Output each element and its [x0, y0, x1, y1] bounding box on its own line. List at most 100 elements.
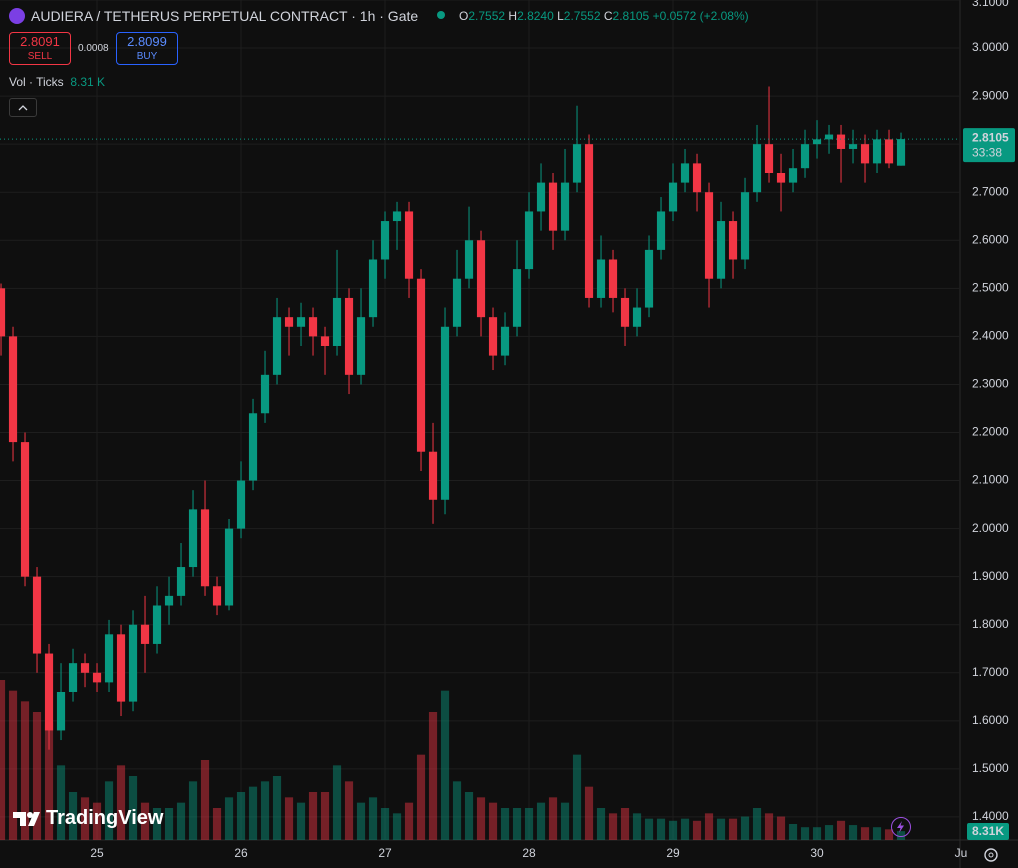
volume-bar — [212, 808, 222, 840]
candle-body — [776, 172, 786, 183]
candle-body — [200, 509, 210, 587]
candle-body — [536, 182, 546, 212]
gear-icon — [984, 848, 998, 862]
volume-bar — [788, 824, 798, 840]
volume-bar — [332, 765, 342, 840]
volume-bar — [152, 808, 162, 840]
volume-legend: Vol · Ticks 8.31 K — [9, 75, 105, 89]
tv-glyph — [13, 811, 40, 826]
volume-bar — [80, 797, 90, 840]
candle-body — [320, 336, 330, 346]
volume-bar — [356, 802, 366, 840]
candle-body — [356, 317, 366, 375]
y-tick-label: 2.1000 — [972, 473, 1009, 487]
buy-button[interactable]: 2.8099 BUY — [116, 32, 178, 65]
y-tick-label: 2.7000 — [972, 184, 1009, 198]
candle-body — [128, 624, 138, 702]
candle-body — [848, 144, 858, 149]
sell-button[interactable]: 2.8091 SELL — [9, 32, 71, 65]
y-tick-label: 1.4000 — [972, 809, 1009, 823]
candle-body — [380, 221, 390, 260]
candle-body — [824, 134, 834, 140]
volume-bar — [872, 827, 882, 840]
x-tick-label: Ju — [955, 846, 968, 860]
candle-body — [0, 288, 6, 337]
volume-bar — [500, 808, 510, 840]
volume-tag — [967, 823, 1009, 840]
volume-bar — [344, 781, 354, 840]
legend-change: +0.0572 (+2.08%) — [652, 9, 749, 23]
candle-body — [632, 307, 642, 327]
volume-bar — [596, 808, 606, 840]
candle-body — [176, 567, 186, 596]
candle-body — [596, 259, 606, 298]
y-tick-label: 2.6000 — [972, 232, 1009, 246]
volume-bar — [116, 765, 126, 840]
volume-bar — [236, 792, 246, 840]
x-tick-label: 25 — [90, 846, 104, 860]
y-tick-label: 1.7000 — [972, 665, 1009, 679]
x-tick-label: 26 — [234, 846, 248, 860]
lightning-button[interactable] — [891, 817, 911, 837]
volume-bar — [284, 797, 294, 840]
candle-body — [8, 336, 18, 443]
volume-bar — [740, 816, 750, 840]
y-tick-label: 2.3000 — [972, 377, 1009, 391]
volume-bar — [692, 820, 702, 840]
y-tick-label: 1.9000 — [972, 569, 1009, 583]
volume-bar — [68, 792, 78, 840]
volume-bar — [656, 818, 666, 840]
chevron — [18, 105, 28, 111]
candle-body — [476, 240, 486, 318]
candle-body — [764, 144, 774, 173]
symbol-title[interactable]: AUDIERA / TETHERUS PERPETUAL CONTRACT · … — [31, 8, 419, 24]
volume-bar — [728, 818, 738, 840]
bolt — [897, 821, 904, 833]
candle-body — [668, 182, 678, 212]
candle-body — [788, 168, 798, 183]
status-dot — [437, 11, 445, 19]
candle-layer — [0, 86, 906, 750]
candle-body — [296, 317, 306, 327]
tv-icon — [13, 811, 40, 826]
y-tick-label: 1.8000 — [972, 617, 1009, 631]
candle-body — [188, 509, 198, 568]
volume-bar — [200, 760, 210, 840]
candle-body — [32, 576, 42, 654]
volume-bar — [860, 827, 870, 840]
chevron-icon — [18, 105, 28, 111]
y-tick-label: 2.0000 — [972, 521, 1009, 535]
candle-body — [332, 297, 342, 346]
candle-body — [620, 297, 630, 327]
y-tick-label: 1.6000 — [972, 713, 1009, 727]
candle-body — [524, 211, 534, 270]
candle-body — [896, 139, 906, 166]
volume-bar — [272, 776, 282, 840]
volume-bar — [464, 792, 474, 840]
volume-bar — [8, 690, 18, 840]
legend-value: 2.8240 — [517, 9, 554, 23]
volume-tag-label: 8.31K — [972, 824, 1004, 838]
volume-bar — [188, 781, 198, 840]
candle-body — [452, 278, 462, 327]
volume-bar — [380, 808, 390, 840]
collapse-button[interactable] — [9, 98, 37, 117]
volume-bar — [716, 818, 726, 840]
candle-body — [260, 374, 270, 414]
legend-value: 2.7552 — [563, 9, 601, 23]
volume-bar — [320, 792, 330, 840]
volume-bar — [584, 786, 594, 840]
volume-bar — [752, 808, 762, 840]
candle-body — [752, 144, 762, 193]
volume-bar — [308, 792, 318, 840]
candle-body — [284, 317, 294, 327]
candle-body — [644, 249, 654, 308]
volume-bar — [140, 802, 150, 840]
candle-body — [872, 139, 882, 164]
candle-body — [236, 480, 246, 529]
volume-bar — [572, 754, 582, 840]
y-tick-label: 3.1000 — [972, 0, 1009, 9]
volume-bar — [440, 690, 450, 840]
volume-bar — [404, 802, 414, 840]
candle-body — [440, 326, 450, 500]
